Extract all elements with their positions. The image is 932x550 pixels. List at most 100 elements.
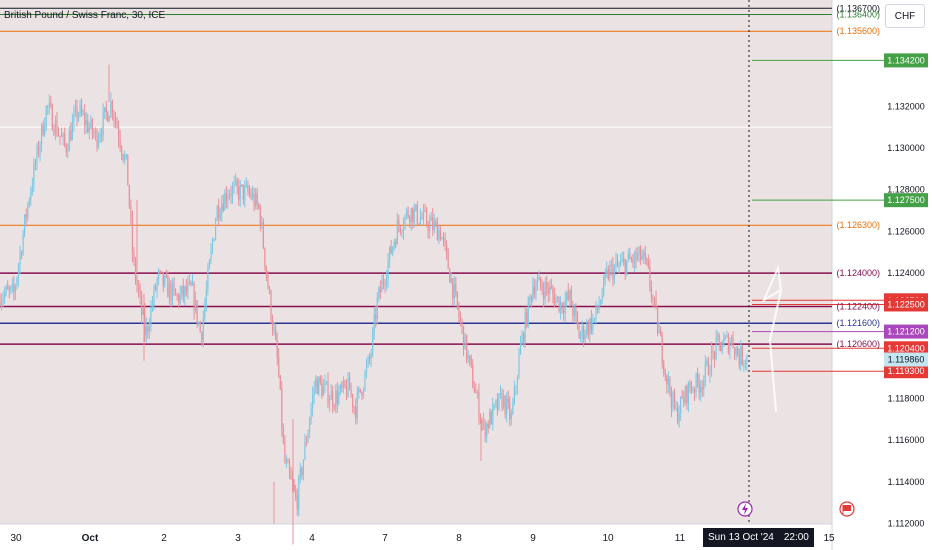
price-level-badge-label: 1.120400 xyxy=(887,343,925,353)
candle-body xyxy=(650,286,653,298)
candle-body xyxy=(439,230,442,240)
candle-body xyxy=(744,363,746,365)
candle-body xyxy=(518,354,520,379)
candle-body xyxy=(204,304,206,318)
price-tick: 1.130000 xyxy=(887,143,925,153)
candle-body xyxy=(73,113,75,123)
candle-body xyxy=(233,183,235,187)
candle-body xyxy=(590,318,592,331)
candle-body xyxy=(162,272,164,286)
candle-body xyxy=(241,184,243,186)
price-axis[interactable] xyxy=(832,0,932,550)
candle-body xyxy=(536,280,539,288)
candle-body xyxy=(136,280,138,286)
candle-body xyxy=(107,112,109,122)
candle-body xyxy=(607,269,609,279)
candle-body xyxy=(727,334,730,353)
candle-body xyxy=(321,382,323,396)
candle-body xyxy=(187,283,189,293)
time-axis[interactable] xyxy=(0,524,832,550)
candle-body xyxy=(81,105,83,114)
price-level-badge xyxy=(884,341,928,356)
candle-body xyxy=(382,280,385,284)
candle-body xyxy=(131,218,134,254)
candle-body xyxy=(581,325,583,335)
candle-body xyxy=(308,420,311,433)
candle-body xyxy=(421,217,423,219)
candle-body xyxy=(376,297,378,319)
candle-body xyxy=(181,285,183,294)
candle-body xyxy=(259,207,261,226)
candle-body xyxy=(592,318,594,331)
price-tick: 1.126000 xyxy=(887,226,925,236)
candle-body xyxy=(190,281,192,286)
candle-body xyxy=(14,286,16,293)
candle-body xyxy=(407,210,409,218)
candle-body xyxy=(318,377,320,394)
lightning-event-icon[interactable] xyxy=(737,501,753,517)
candle-body xyxy=(623,259,625,261)
candle-body xyxy=(250,192,252,198)
candle-body xyxy=(327,381,329,404)
candle-body xyxy=(733,347,736,355)
candle-body xyxy=(50,102,52,106)
candle-body xyxy=(10,286,12,290)
candle-body xyxy=(389,246,391,261)
candle-body xyxy=(361,391,363,396)
candle-body xyxy=(399,226,401,232)
price-level-badge-label: 1.119300 xyxy=(888,366,925,376)
candle-body xyxy=(369,356,371,359)
time-tick: 8 xyxy=(456,533,462,544)
candle-body xyxy=(735,347,737,355)
price-level-badge-label: 1.122500 xyxy=(887,299,925,309)
candle-body xyxy=(740,346,742,365)
candle-body xyxy=(102,111,104,135)
candle-body xyxy=(79,105,81,115)
candle-body xyxy=(302,459,304,476)
candle-body xyxy=(153,286,155,305)
candle-body xyxy=(134,260,137,281)
candle-body xyxy=(325,381,328,384)
candle-body xyxy=(307,432,309,443)
candle-body xyxy=(238,186,240,200)
candle-body xyxy=(191,283,194,286)
currency-button[interactable]: CHF xyxy=(885,4,925,28)
candle-body xyxy=(469,355,471,359)
level-label: (1.122400) xyxy=(836,302,880,312)
candle-body xyxy=(0,301,1,306)
candle-body xyxy=(475,392,477,394)
candle-body xyxy=(130,206,132,219)
candle-body xyxy=(527,297,529,327)
candle-body xyxy=(447,251,449,269)
level-label: (1.120600) xyxy=(836,339,880,349)
flag-event-icon[interactable] xyxy=(839,501,855,517)
candle-body xyxy=(312,394,314,408)
candle-body xyxy=(239,184,241,200)
candle-body xyxy=(11,284,13,287)
candle-body xyxy=(595,305,597,318)
candle-body xyxy=(692,389,694,392)
candle-body xyxy=(683,398,685,403)
candle-body xyxy=(690,388,693,392)
candle-body xyxy=(424,210,426,212)
price-tick: 1.124000 xyxy=(887,268,925,278)
candle-body xyxy=(724,336,726,339)
time-tick: 30 xyxy=(10,533,22,544)
candle-body xyxy=(395,241,397,245)
plot-area[interactable] xyxy=(0,0,832,524)
candle-body xyxy=(539,277,542,287)
candle-body xyxy=(635,252,637,260)
candle-body xyxy=(336,390,338,404)
candle-body xyxy=(281,389,283,429)
candle-body xyxy=(28,200,30,204)
candle-body xyxy=(231,186,234,196)
candle-body xyxy=(721,346,723,352)
candle-body xyxy=(547,288,549,294)
candle-body xyxy=(658,330,660,334)
candle-body xyxy=(670,393,673,408)
candle-body xyxy=(161,271,163,273)
candle-body xyxy=(486,423,488,438)
candle-body xyxy=(704,362,706,379)
candle-body xyxy=(296,496,298,510)
